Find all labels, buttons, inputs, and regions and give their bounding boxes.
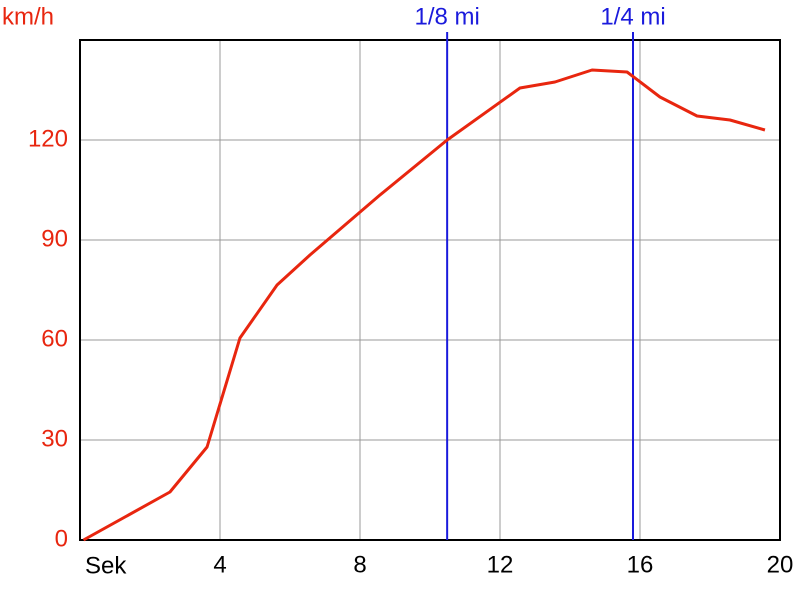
x-tick-label: 4 (213, 551, 226, 578)
y-tick-label: 120 (28, 125, 68, 152)
y-tick-label: 60 (41, 325, 68, 352)
x-tick-label: 8 (353, 551, 366, 578)
distance-marker-label: 1/4 mi (600, 3, 665, 30)
y-axis-label: km/h (2, 3, 54, 30)
x-axis-label: Sek (85, 552, 127, 579)
speed-line (82, 68, 766, 542)
x-tick-label: 16 (627, 551, 654, 578)
plot-frame (79, 39, 781, 541)
y-tick-label: 90 (41, 225, 68, 252)
distance-marker-label: 1/8 mi (414, 3, 479, 30)
x-tick-label: 12 (487, 551, 514, 578)
y-tick-label: 30 (41, 425, 68, 452)
y-tick-label: 0 (55, 525, 68, 552)
x-tick-label: 20 (767, 551, 794, 578)
